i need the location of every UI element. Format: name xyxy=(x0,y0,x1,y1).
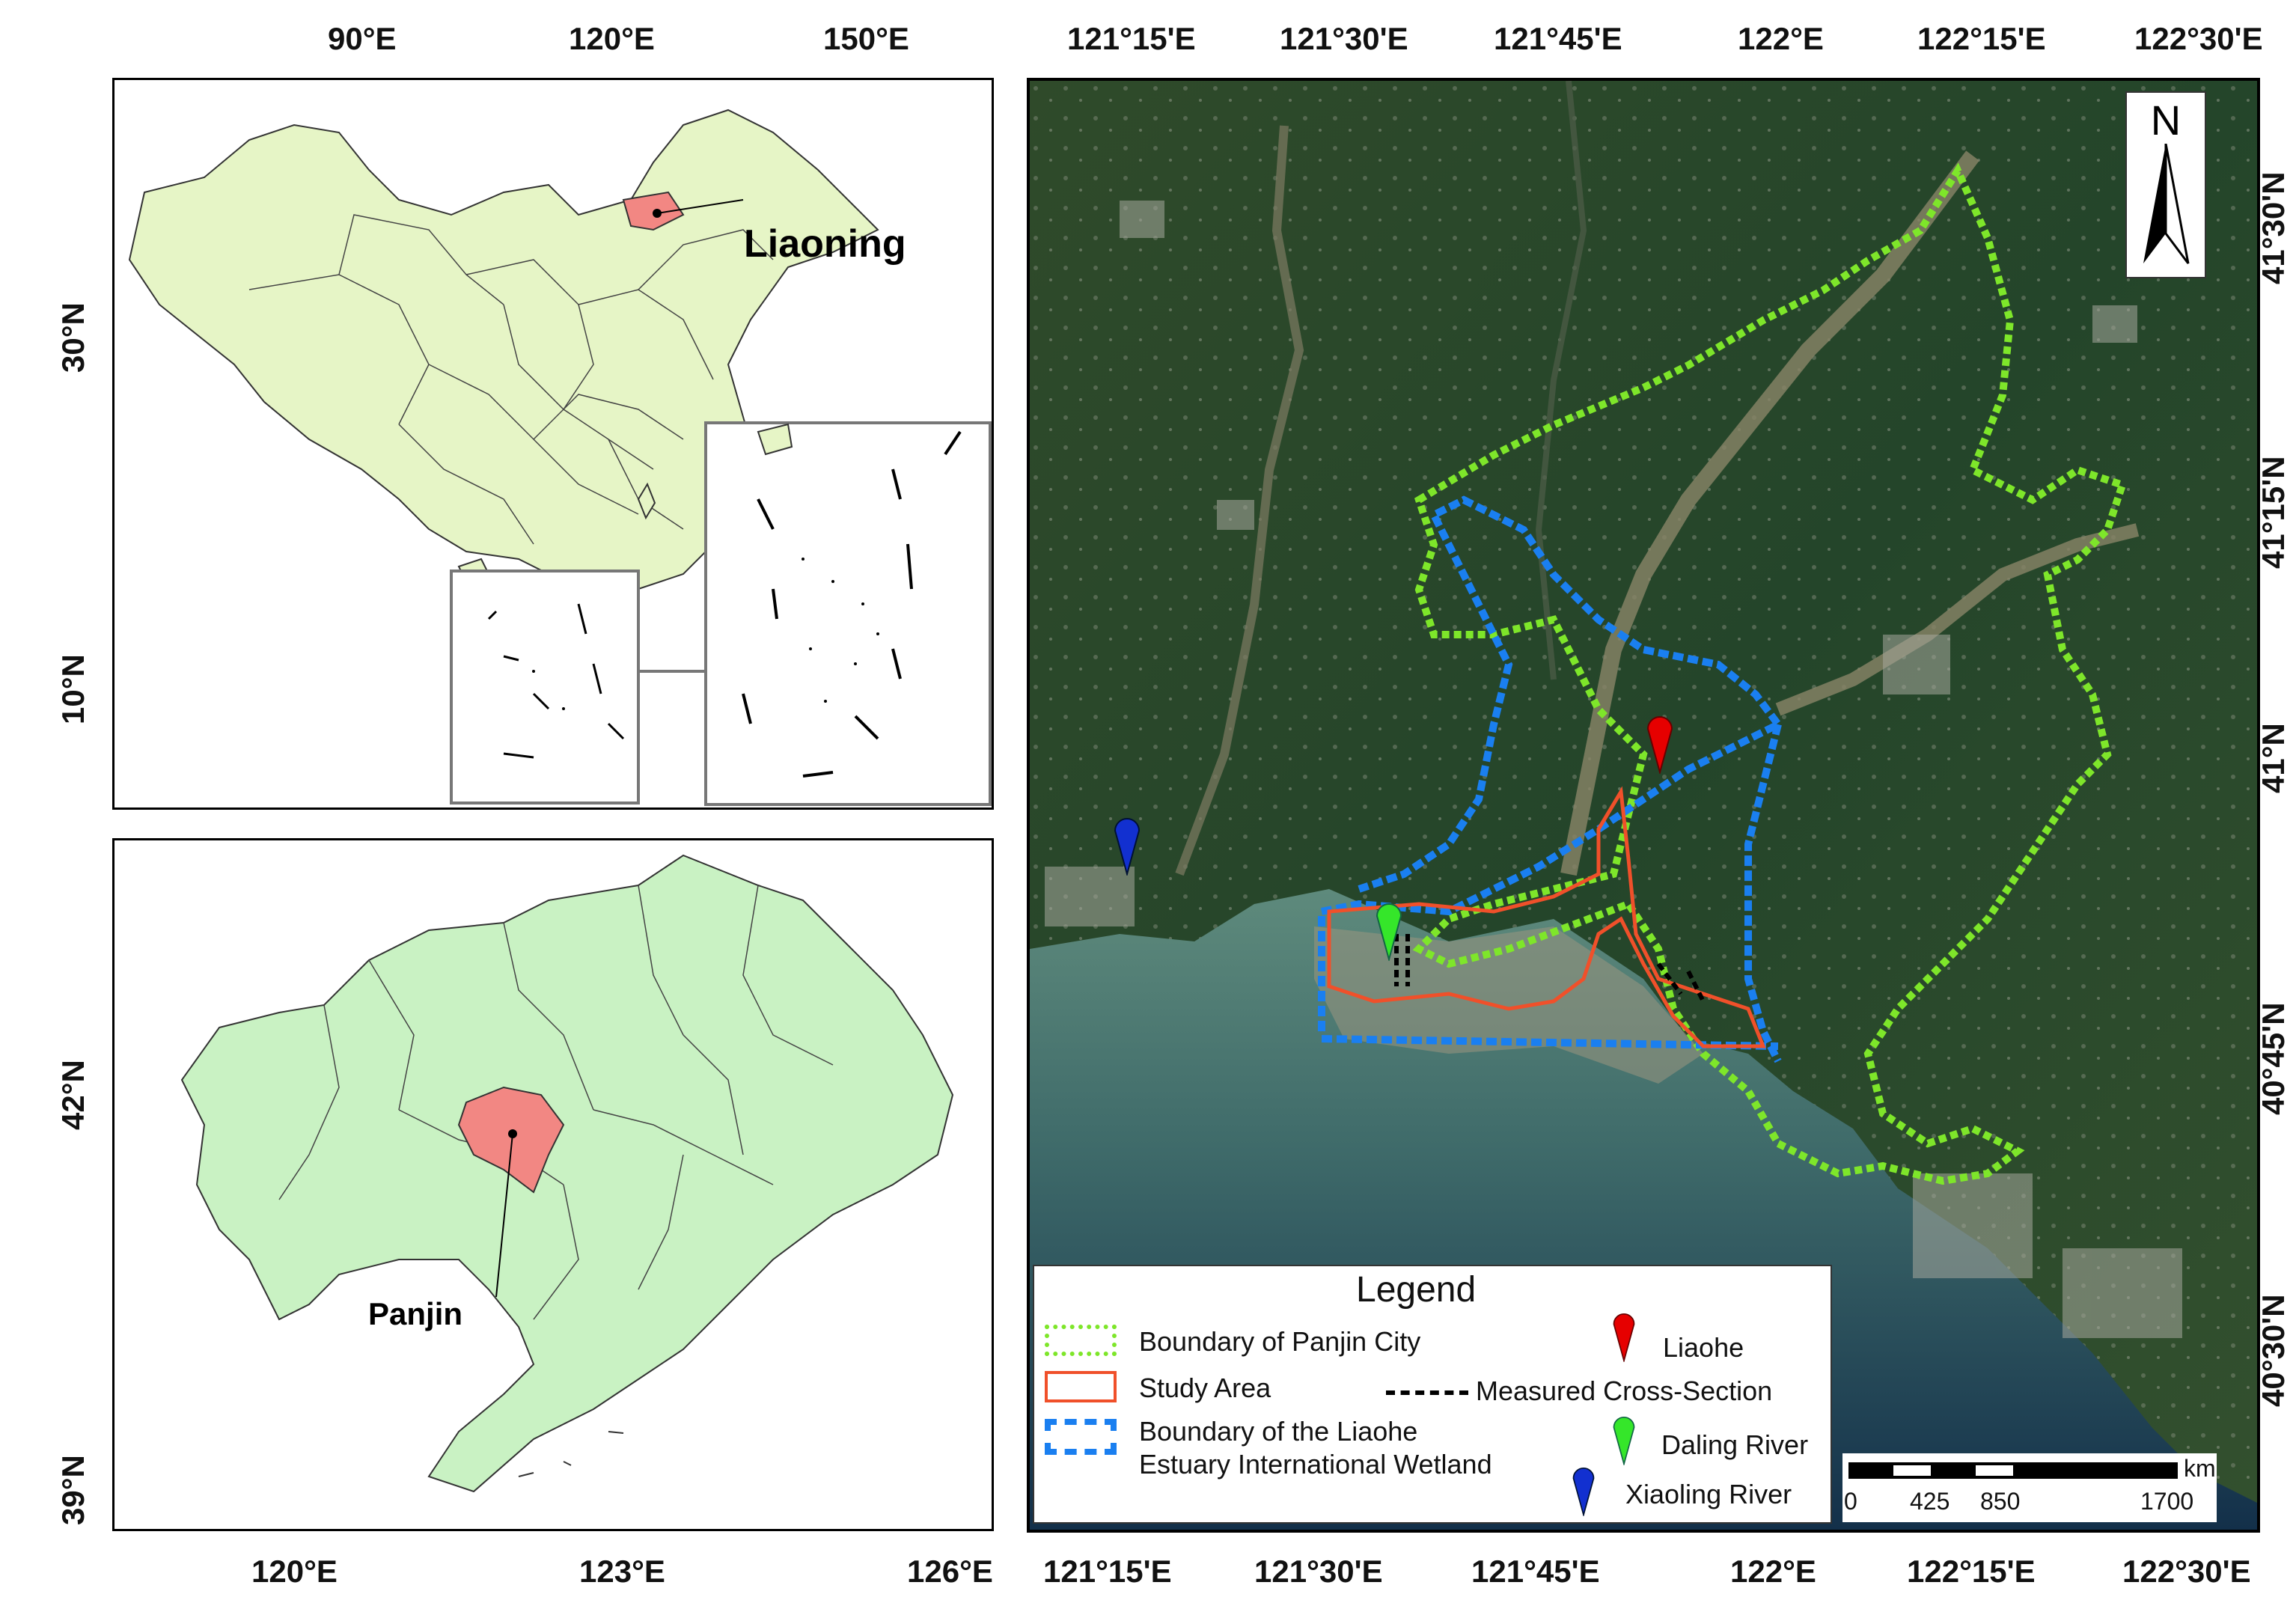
panjin-highlight xyxy=(457,1086,565,1194)
right-map-top-tick-1: 121°15'E xyxy=(1067,21,1196,56)
bottom-map-ytick-39n: 39°N xyxy=(55,1455,91,1525)
legend-swatch-study-area xyxy=(1045,1371,1117,1402)
right-map-bottom-tick-2: 121°30'E xyxy=(1254,1554,1383,1589)
north-label: N xyxy=(2150,97,2181,144)
panjin-label: Panjin xyxy=(368,1296,463,1331)
top-map-ytick-30n: 30°N xyxy=(55,302,91,373)
right-map-bottom-tick-5: 122°15'E xyxy=(1907,1554,2036,1589)
right-map-top-tick-6: 122°30'E xyxy=(2134,21,2263,56)
legend-panjin-boundary: Boundary of Panjin City xyxy=(1139,1326,1421,1357)
daling-river-marker xyxy=(1376,903,1402,961)
xiaoling-river-marker xyxy=(1114,818,1141,876)
panjin-leader xyxy=(495,1133,513,1298)
liaoning-map xyxy=(180,854,954,1493)
right-map-bottom-tick-1: 121°15'E xyxy=(1043,1554,1172,1589)
legend-wetland-line2: Estuary International Wetland xyxy=(1139,1449,1492,1480)
right-map-bottom-tick-4: 122°E xyxy=(1730,1554,1816,1589)
legend-box: Legend Boundary of Panjin City Study Are… xyxy=(1033,1265,1832,1524)
legend-swatch-cross-section xyxy=(1386,1390,1468,1395)
right-map-top-tick-5: 122°15'E xyxy=(1917,21,2046,56)
north-arrow: N xyxy=(2125,91,2206,278)
right-map-top-tick-2: 121°30'E xyxy=(1280,21,1408,56)
china-outline xyxy=(128,109,879,605)
right-map-ytick-1: 41°30'N xyxy=(2256,171,2291,284)
liaoning-outline xyxy=(180,854,954,1493)
scale-label-425: 425 xyxy=(1910,1488,1950,1515)
liaohe-marker xyxy=(1646,716,1673,774)
right-map-top-tick-3: 121°45'E xyxy=(1494,21,1622,56)
north-arrow-icon xyxy=(2143,144,2190,264)
south-sea-inset-large xyxy=(704,421,992,806)
top-map-xtick-120e: 120°E xyxy=(569,21,655,56)
legend-title: Legend xyxy=(1356,1270,1477,1310)
bottom-map-xtick-126e: 126°E xyxy=(907,1554,993,1589)
legend-swatch-panjin xyxy=(1045,1325,1117,1356)
right-map-top-tick-4: 122°E xyxy=(1738,21,1824,56)
south-sea-inset-small xyxy=(450,570,640,804)
right-map-ytick-3: 41°N xyxy=(2256,723,2291,793)
right-map-ytick-2: 41°15'N xyxy=(2256,456,2291,569)
river-daliao xyxy=(1775,523,2140,716)
study-area-boundary xyxy=(1327,786,1766,1048)
scale-label-850: 850 xyxy=(1980,1488,2021,1515)
top-map-xtick-150e: 150°E xyxy=(823,21,909,56)
china-map-panel xyxy=(112,78,994,810)
wetland-boundary xyxy=(1318,495,1784,1031)
panjin-city-boundary xyxy=(1412,162,2128,1185)
legend-daling-marker-icon xyxy=(1613,1416,1635,1465)
scale-unit: km xyxy=(2184,1455,2216,1482)
right-map-ytick-4: 40°45'N xyxy=(2256,1002,2291,1115)
wetland-boundary-east xyxy=(1744,723,1782,1063)
bottom-map-xtick-123e: 123°E xyxy=(579,1554,665,1589)
legend-xiaoling: Xiaoling River xyxy=(1625,1479,1792,1509)
liaoning-label: Liaoning xyxy=(744,222,906,266)
taiwan-island xyxy=(637,482,656,520)
scale-label-0: 0 xyxy=(1844,1488,1857,1515)
river-west xyxy=(1175,125,1304,876)
legend-daling: Daling River xyxy=(1661,1429,1809,1460)
bottom-map-xtick-120e: 120°E xyxy=(251,1554,338,1589)
river-north xyxy=(1535,81,1587,680)
liaoning-leader xyxy=(656,199,744,214)
liaoning-map-panel xyxy=(112,838,994,1531)
river-liaohe xyxy=(1560,150,1979,876)
bottom-map-ytick-42n: 42°N xyxy=(55,1060,91,1130)
legend-cross-section: Measured Cross-Section xyxy=(1476,1376,1773,1406)
right-map-bottom-tick-3: 121°45'E xyxy=(1471,1554,1600,1589)
top-map-xtick-90e: 90°E xyxy=(328,21,397,56)
legend-swatch-wetland xyxy=(1045,1419,1117,1455)
legend-study-area: Study Area xyxy=(1139,1373,1271,1403)
scale-label-1700: 1700 xyxy=(2140,1488,2194,1515)
right-map-ytick-5: 40°30'N xyxy=(2256,1294,2291,1407)
legend-liaohe-marker-icon xyxy=(1613,1313,1635,1362)
cross-section-lines xyxy=(1394,934,1706,1003)
legend-liaohe: Liaohe xyxy=(1663,1332,1744,1363)
top-map-ytick-10n: 10°N xyxy=(55,654,91,724)
china-map xyxy=(128,109,992,806)
legend-wetland-line1: Boundary of the Liaohe xyxy=(1139,1416,1418,1447)
right-map-bottom-tick-6: 122°30'E xyxy=(2122,1554,2251,1589)
scale-bar-graphic xyxy=(1848,1462,2178,1479)
scale-bar: km 0 425 850 1700 xyxy=(1842,1453,2217,1522)
legend-xiaoling-marker-icon xyxy=(1572,1467,1595,1516)
